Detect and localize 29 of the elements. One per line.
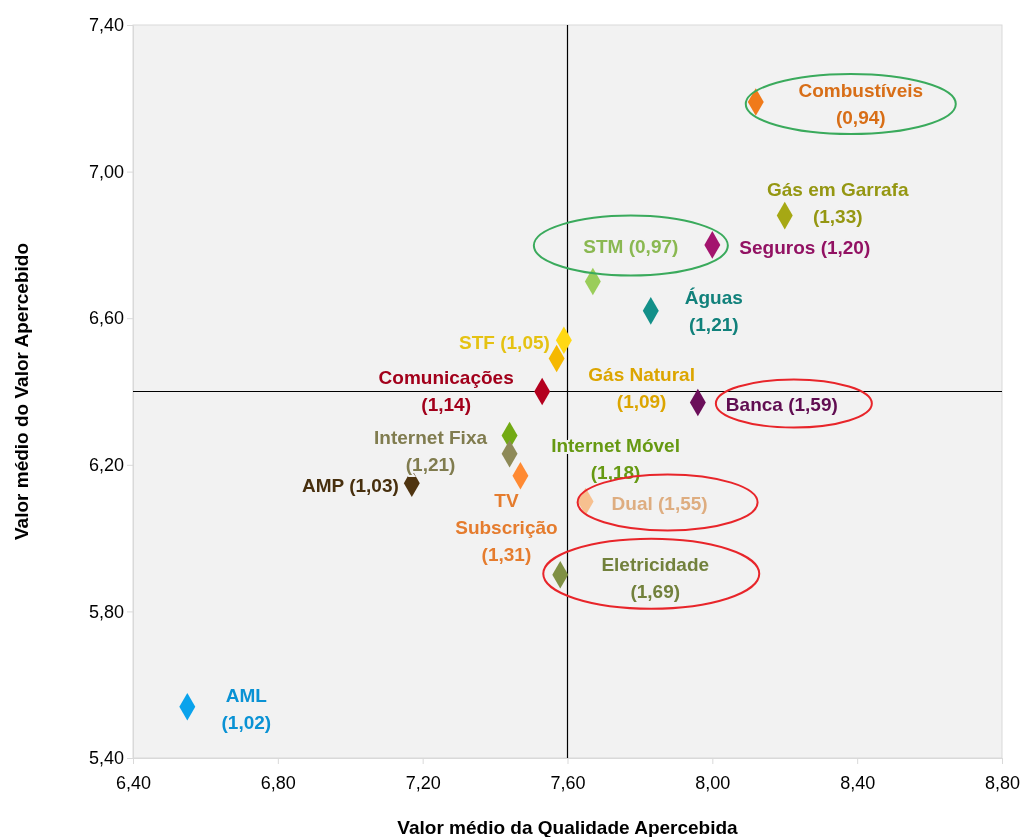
x-tick-label: 8,00: [695, 772, 731, 793]
annotation: STF (1,05): [459, 332, 550, 354]
annotation: STM (0,97): [583, 235, 679, 257]
x-tick-label: 8,40: [840, 772, 876, 793]
y-tick-label: 5,80: [88, 601, 124, 622]
annotation: Internet Fixa (1,21): [374, 426, 488, 475]
annotation: Gás Natural (1,09): [588, 363, 695, 412]
annotation: TV Subscrição (1,31): [455, 489, 558, 565]
y-tick-label: 7,40: [88, 15, 124, 36]
x-tick-label: 6,40: [115, 772, 152, 793]
annotation: AML (1,02): [221, 684, 272, 733]
y-tick-label: 6,20: [88, 455, 124, 476]
annotation: AMP (1,03): [302, 475, 399, 497]
annotation: Banca (1,59): [725, 394, 838, 416]
annotation: Seguros (1,20): [739, 236, 871, 258]
x-tick-label: 8,80: [984, 772, 1021, 793]
x-tick-label: 7,60: [550, 772, 586, 793]
y-tick-label: 5,40: [88, 748, 124, 769]
x-tick-label: 6,80: [260, 772, 296, 793]
annotation: Eletricidade (1,69): [601, 553, 710, 602]
annotation: Comunicações (1,14): [378, 366, 514, 415]
y-tick-label: 6,60: [88, 308, 124, 329]
x-tick-label: 7,20: [405, 772, 441, 793]
annotation: Combustíveis (0,94): [798, 79, 924, 128]
y-axis-title: Valor médio do Valor Apercebido: [11, 242, 32, 541]
annotation: Gás em Garrafa (1,33): [766, 178, 909, 227]
annotation: Dual (1,55): [611, 493, 708, 515]
y-tick-label: 7,00: [88, 161, 124, 182]
annotation: Águas (1,21): [684, 286, 743, 335]
